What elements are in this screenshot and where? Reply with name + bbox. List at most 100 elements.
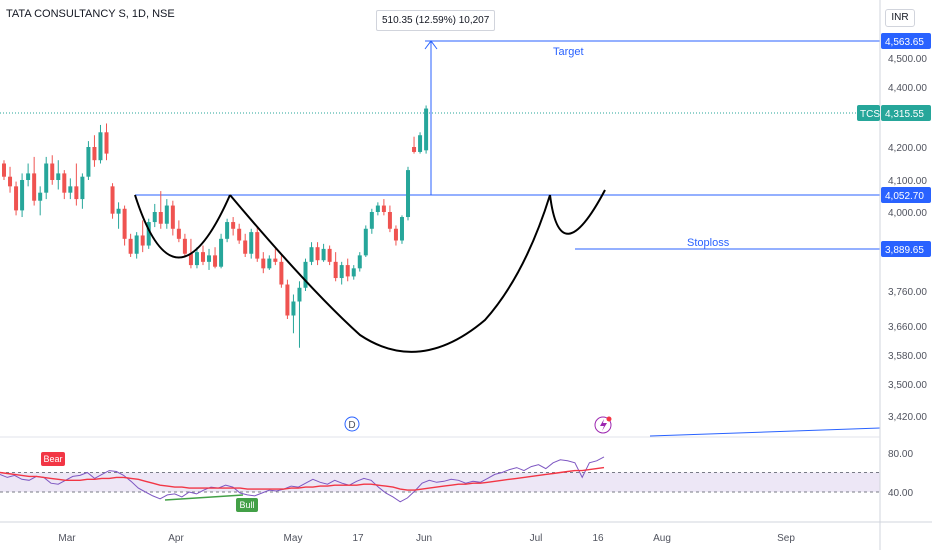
time-tick-label: Mar <box>58 533 76 544</box>
candle-body <box>418 135 423 152</box>
candle-body <box>170 205 175 229</box>
candle-body <box>424 108 429 151</box>
bull-signal-tag <box>236 498 258 512</box>
candle <box>369 208 374 234</box>
oscillator-series-line <box>0 456 605 503</box>
candle <box>152 203 157 228</box>
candle-body <box>176 228 181 239</box>
candle-body <box>363 228 368 256</box>
candle <box>418 132 423 154</box>
candle-body <box>333 261 338 279</box>
candle <box>176 220 181 243</box>
candle <box>351 265 356 280</box>
time-tick-label: 17 <box>352 533 364 544</box>
candle <box>44 156 49 200</box>
candle-body <box>387 212 392 229</box>
bear-signal-tag <box>41 452 65 466</box>
candle <box>14 181 19 216</box>
candle-body <box>164 205 169 224</box>
oscillator-series-line <box>0 466 605 491</box>
candle-body <box>2 163 6 177</box>
candle <box>297 281 302 348</box>
candle <box>237 223 242 244</box>
bull-divergence-line <box>164 494 244 501</box>
candle <box>20 173 25 218</box>
candle <box>381 199 386 216</box>
price-tick-label: 3,500.00 <box>888 380 927 391</box>
candle <box>182 233 187 257</box>
candle-body <box>213 255 218 267</box>
candle-body <box>267 258 272 269</box>
candle-body <box>182 238 187 254</box>
candle-body <box>122 208 127 239</box>
candle <box>327 245 332 266</box>
candle <box>8 166 13 193</box>
candle <box>285 279 290 319</box>
oscillator-tick-label: 80.00 <box>888 449 913 460</box>
candle-body <box>207 255 212 262</box>
candle <box>243 233 248 257</box>
candle <box>303 258 308 291</box>
candle-body <box>375 205 380 212</box>
candle <box>315 242 320 266</box>
candle <box>146 218 151 249</box>
candle-body <box>44 163 49 193</box>
candle <box>140 220 145 253</box>
candle-body <box>285 284 290 316</box>
price-pane[interactable]: Target Stoploss D <box>0 40 881 437</box>
candle-body <box>412 147 417 152</box>
candle-body <box>110 186 115 214</box>
price-tick-label: 4,500.00 <box>888 54 927 65</box>
candle <box>158 191 163 229</box>
candle <box>86 141 91 180</box>
price-tick-label: 3,580.00 <box>888 351 927 362</box>
candle-body <box>104 132 109 154</box>
candle-body <box>351 268 356 277</box>
candle-body <box>261 258 266 269</box>
candle-body <box>399 217 404 241</box>
price-tick-label: 4,100.00 <box>888 176 927 187</box>
level-price-label: 4,052.70 <box>885 191 924 202</box>
candle-body <box>26 173 31 180</box>
time-tick-label: Sep <box>777 533 795 544</box>
candle <box>399 215 404 244</box>
oscillator-pane[interactable]: Bear Bull <box>0 452 880 512</box>
currency-button[interactable]: INR <box>885 9 915 27</box>
candle-body <box>303 261 308 288</box>
oscillator-tick-label: 40.00 <box>888 488 913 499</box>
candle-body <box>279 261 284 285</box>
candle-body <box>297 287 302 302</box>
candle-body <box>381 205 386 212</box>
candle <box>255 227 260 262</box>
candle-body <box>237 228 242 241</box>
candle-body <box>255 232 260 259</box>
candle <box>291 294 296 334</box>
price-tick-label: 4,200.00 <box>888 143 927 154</box>
time-tick-label: Jun <box>416 533 432 544</box>
candle <box>231 217 236 236</box>
candle <box>2 160 6 180</box>
candle <box>200 245 205 266</box>
measure-label: 510.35 (12.59%) 10,207 <box>376 10 496 31</box>
candle <box>406 166 411 221</box>
last-price-tag <box>881 105 931 121</box>
candle-body <box>80 176 85 200</box>
candle <box>267 255 272 270</box>
candle-body <box>345 265 350 277</box>
candle <box>345 258 350 282</box>
candle <box>412 136 417 154</box>
bear-signal-label: Bear <box>43 454 62 464</box>
candle-body <box>68 186 73 193</box>
candle <box>219 233 224 269</box>
candle-body <box>243 240 248 254</box>
candle-body <box>315 247 320 261</box>
candle-body <box>188 253 193 266</box>
candle <box>333 252 338 282</box>
candle <box>92 135 97 167</box>
right-handle-curve <box>549 189 606 235</box>
last-price-symbol-tag <box>857 105 880 121</box>
candle-body <box>321 248 326 261</box>
candle <box>387 205 392 233</box>
